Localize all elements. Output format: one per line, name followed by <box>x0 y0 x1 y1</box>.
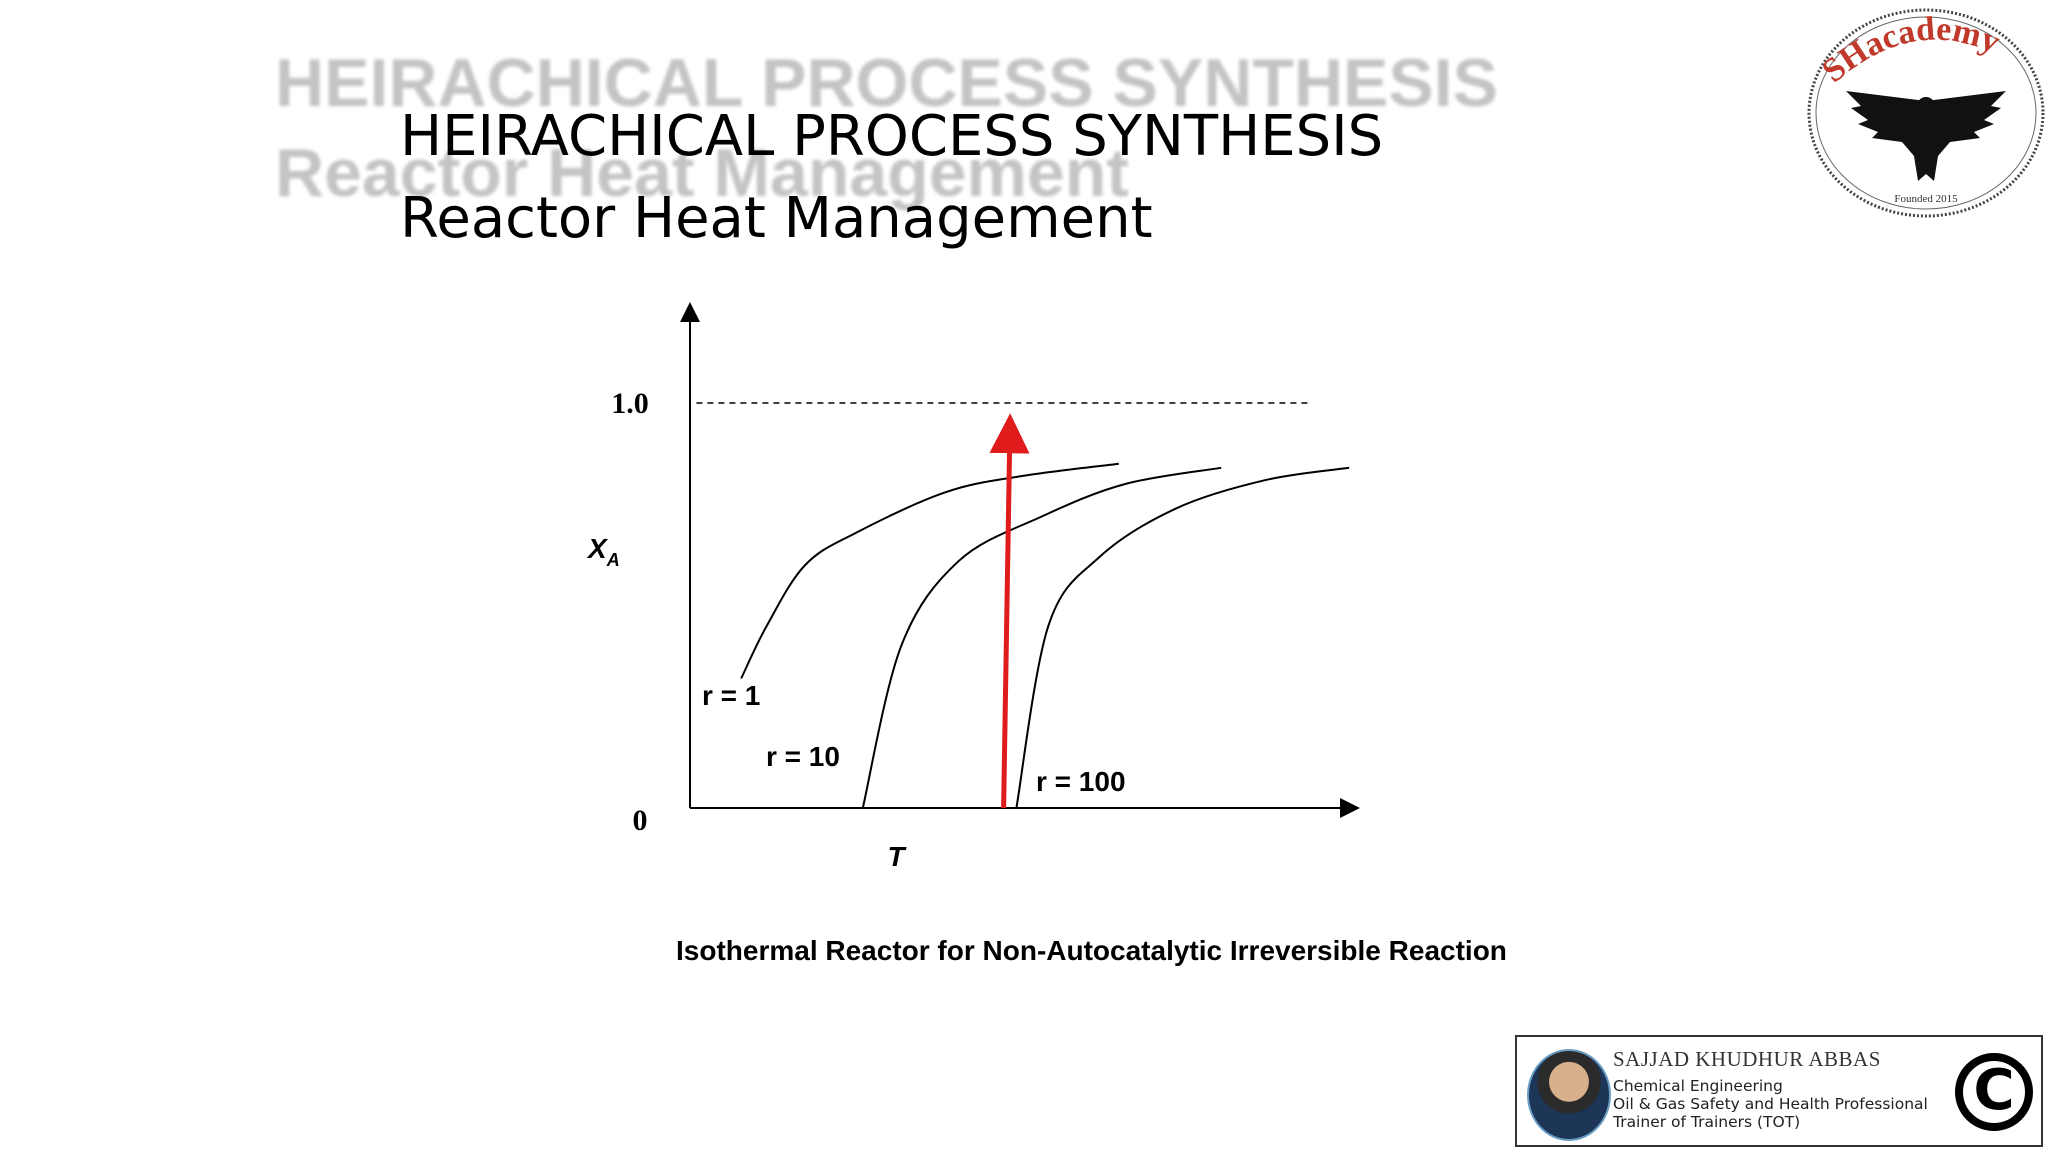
ghost-title-line2: Reactor Heat Management <box>275 135 1130 211</box>
ghost-title: HEIRACHICAL PROCESS SYNTHESIS Reactor He… <box>275 38 1498 218</box>
series-label-r10: r = 10 <box>766 741 840 772</box>
chart-caption: Isothermal Reactor for Non-Autocatalytic… <box>676 935 1507 966</box>
author-avatar <box>1527 1049 1611 1141</box>
series-label-r100: r = 100 <box>1036 766 1126 797</box>
y-axis-label-main: X <box>586 533 609 564</box>
series-curve-2 <box>861 466 1222 809</box>
author-title-line3: Trainer of Trainers (TOT) <box>1613 1113 1801 1131</box>
x-axis-label: T <box>887 841 907 872</box>
series-curve-3 <box>1015 466 1350 809</box>
operating-path-arrow <box>989 413 1030 809</box>
y-axis-label: XA <box>586 533 620 570</box>
shacademy-logo: SHacademy Founded 2015 <box>1807 8 2045 218</box>
logo-founded-text: Founded 2015 <box>1894 193 1958 205</box>
author-title-line2: Oil & Gas Safety and Health Professional <box>1613 1095 1928 1113</box>
slide-title: HEIRACHICAL PROCESS SYNTHESIS Reactor He… <box>400 96 1383 260</box>
y-tick-label-zero: 0 <box>633 804 648 837</box>
slide-title-line1: HEIRACHICAL PROCESS SYNTHESIS <box>400 104 1384 169</box>
ghost-title-line1: HEIRACHICAL PROCESS SYNTHESIS <box>275 45 1498 121</box>
author-name: SAJJAD KHUDHUR ABBAS <box>1613 1047 1881 1071</box>
eagle-icon <box>1846 91 2006 181</box>
y-tick-label-top: 1.0 <box>611 387 649 420</box>
y-axis-label-subscript: A <box>606 550 620 570</box>
author-title-line1: Chemical Engineering <box>1613 1077 1783 1095</box>
author-card: SAJJAD KHUDHUR ABBAS Chemical Engineerin… <box>1515 1035 2043 1147</box>
series-label-r1: r = 1 <box>702 680 760 711</box>
slide-title-line2: Reactor Heat Management <box>400 186 1153 251</box>
copyright-icon: C <box>1955 1053 2033 1131</box>
series-curves <box>740 462 1350 809</box>
series-curve-1 <box>740 462 1119 679</box>
